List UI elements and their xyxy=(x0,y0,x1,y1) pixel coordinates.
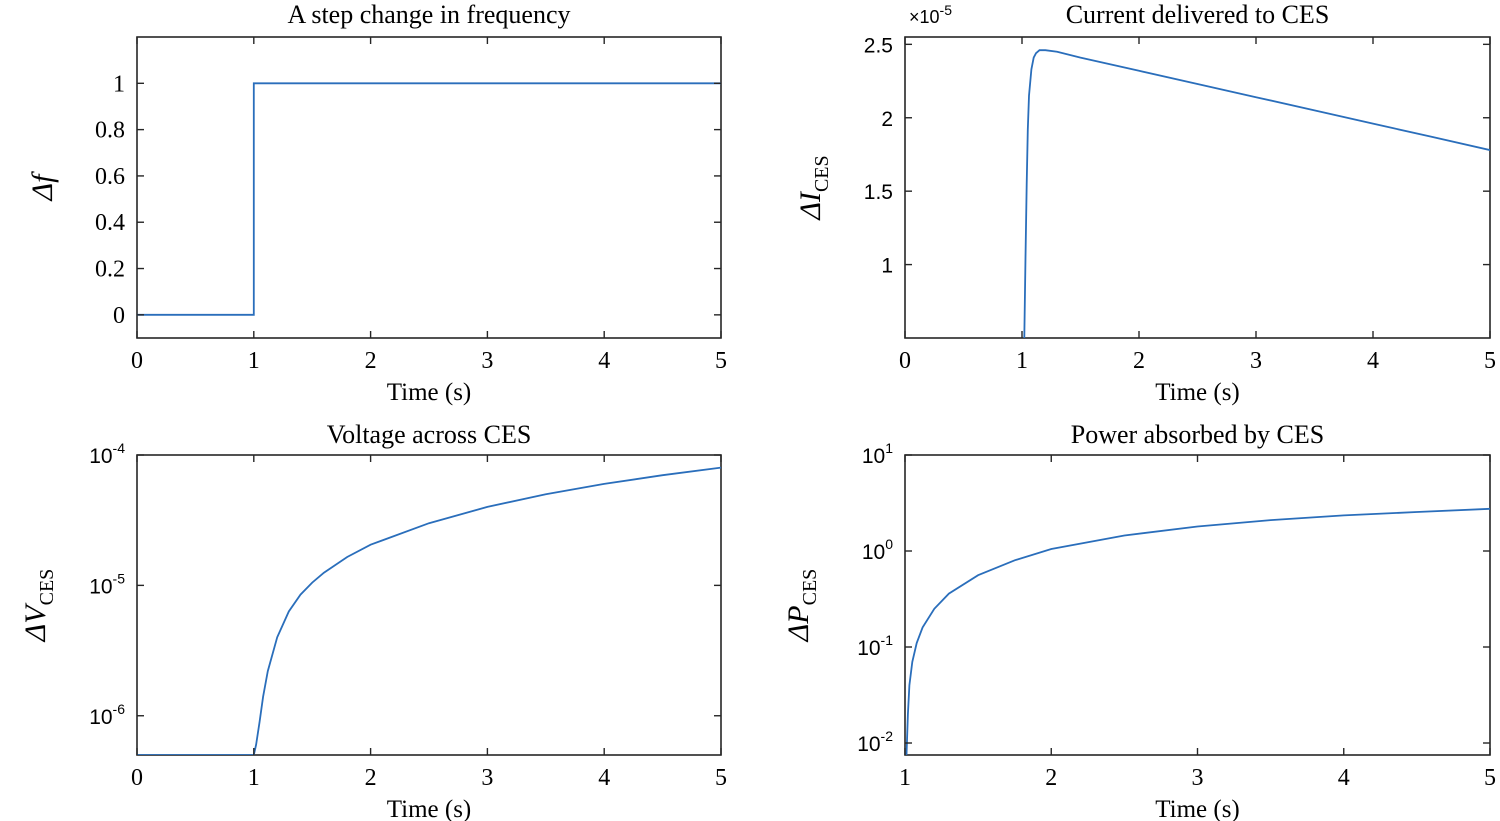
x-tick-label: 0 xyxy=(131,348,143,374)
y-axis-label-subscript: CES xyxy=(799,569,821,606)
y-tick-label: 10-5 xyxy=(89,570,125,598)
y-axis-label-main: ΔI xyxy=(794,190,827,221)
y-tick-label: 10-4 xyxy=(89,440,125,468)
y-tick-label: 1.5 xyxy=(864,181,893,204)
x-axis-label: Time (s) xyxy=(1155,379,1240,406)
y-tick-label: 0.6 xyxy=(95,164,125,190)
y-axis-label: ΔICES xyxy=(794,155,833,220)
series-line xyxy=(905,507,1490,755)
y-axis-label-main: ΔV xyxy=(19,602,52,643)
y-tick-exponent: 0 xyxy=(885,536,893,552)
chart-title: Voltage across CES xyxy=(327,420,532,449)
x-tick-label: 3 xyxy=(481,765,493,791)
y-tick-label: 1 xyxy=(881,255,893,278)
x-tick-label: 2 xyxy=(1045,765,1057,791)
x-tick-label: 1 xyxy=(899,765,911,791)
y-scale-multiplier: ×10-5 xyxy=(909,2,952,27)
x-tick-label: 2 xyxy=(365,348,377,374)
x-axis-label: Time (s) xyxy=(1155,796,1240,821)
chart-panel-frequency-step: 0 1 2 3 4 5 0 0.2 0.4 0.6 0.8 1 A step change in fre… xyxy=(26,0,727,406)
chart-panel-voltage: 0 1 2 3 4 510-610-510-4 Voltage across CESTime… xyxy=(19,420,727,821)
y-tick-label: 101 xyxy=(862,440,893,468)
x-tick-label: 5 xyxy=(1484,348,1496,374)
x-tick-label: 5 xyxy=(715,765,727,791)
series-line xyxy=(1023,49,1490,338)
y-tick-base: 10 xyxy=(89,575,112,598)
y-axis-label-subscript: CES xyxy=(36,569,58,606)
chart-title: Power absorbed by CES xyxy=(1071,420,1324,449)
y-tick-base: 10 xyxy=(857,733,880,756)
x-tick-label: 1 xyxy=(248,765,260,791)
y-tick-base: 10 xyxy=(89,706,112,729)
y-tick-label: 1 xyxy=(113,71,125,97)
axes-box xyxy=(136,454,722,756)
x-tick-label: 4 xyxy=(598,765,610,791)
x-tick-label: 0 xyxy=(899,348,911,374)
x-tick-label: 1 xyxy=(1016,348,1028,374)
y-tick-label: 0.8 xyxy=(95,118,125,144)
y-tick-label: 0.2 xyxy=(95,257,125,283)
y-axis-label-main: Δf xyxy=(26,171,59,202)
axes-box xyxy=(904,454,1491,756)
axes-box xyxy=(904,36,1491,339)
x-tick-label: 1 xyxy=(248,348,260,374)
y-tick-label: 2.5 xyxy=(864,34,893,57)
chart-title: Current delivered to CES xyxy=(1066,0,1330,29)
y-tick-base: 10 xyxy=(862,445,885,468)
y-tick-base: 10 xyxy=(862,541,885,564)
x-tick-label: 2 xyxy=(365,765,377,791)
x-tick-label: 3 xyxy=(1250,348,1262,374)
y-tick-base: 10 xyxy=(857,637,880,660)
x-tick-label: 0 xyxy=(131,765,143,791)
y-tick-label: 10-2 xyxy=(857,728,893,756)
x-tick-label: 4 xyxy=(1338,765,1350,791)
x-tick-label: 5 xyxy=(715,348,727,374)
y-tick-exponent: 1 xyxy=(885,440,893,456)
series-line xyxy=(137,466,721,755)
x-tick-label: 4 xyxy=(1367,348,1379,374)
y-tick-label: 0.4 xyxy=(95,210,125,236)
y-tick-base: 10 xyxy=(89,445,112,468)
series-line xyxy=(137,82,721,316)
x-axis-label: Time (s) xyxy=(387,379,472,406)
y-axis-label: ΔPCES xyxy=(782,569,821,643)
axes-box xyxy=(136,36,722,339)
chart-panel-current: 0 1 2 3 4 5 1 1.5 2 2.5 Current delivered to CES Ti… xyxy=(794,0,1496,406)
chart-title: A step change in frequency xyxy=(287,0,570,29)
x-tick-label: 2 xyxy=(1133,348,1145,374)
y-axis-label-main: ΔP xyxy=(782,605,815,642)
y-axis-label: ΔVCES xyxy=(19,569,58,643)
y-scale-exponent: -5 xyxy=(940,2,953,18)
y-tick-exponent: -6 xyxy=(113,701,126,717)
y-tick-exponent: -2 xyxy=(881,728,894,744)
y-tick-exponent: -1 xyxy=(881,632,894,648)
x-tick-label: 5 xyxy=(1484,765,1496,791)
x-axis-label: Time (s) xyxy=(387,796,472,821)
y-tick-label: 100 xyxy=(862,536,893,564)
x-tick-label: 3 xyxy=(481,348,493,374)
y-tick-label: 2 xyxy=(881,108,893,131)
y-tick-exponent: -5 xyxy=(113,570,126,586)
y-axis-label: Δf xyxy=(26,171,59,202)
y-tick-exponent: -4 xyxy=(113,440,126,456)
x-tick-label: 3 xyxy=(1192,765,1204,791)
y-tick-label: 10-6 xyxy=(89,701,125,729)
y-scale-base: ×10 xyxy=(909,7,940,27)
x-tick-label: 4 xyxy=(598,348,610,374)
y-tick-label: 10-1 xyxy=(857,632,893,660)
y-axis-label-subscript: CES xyxy=(811,155,833,192)
y-tick-label: 0 xyxy=(113,303,125,329)
